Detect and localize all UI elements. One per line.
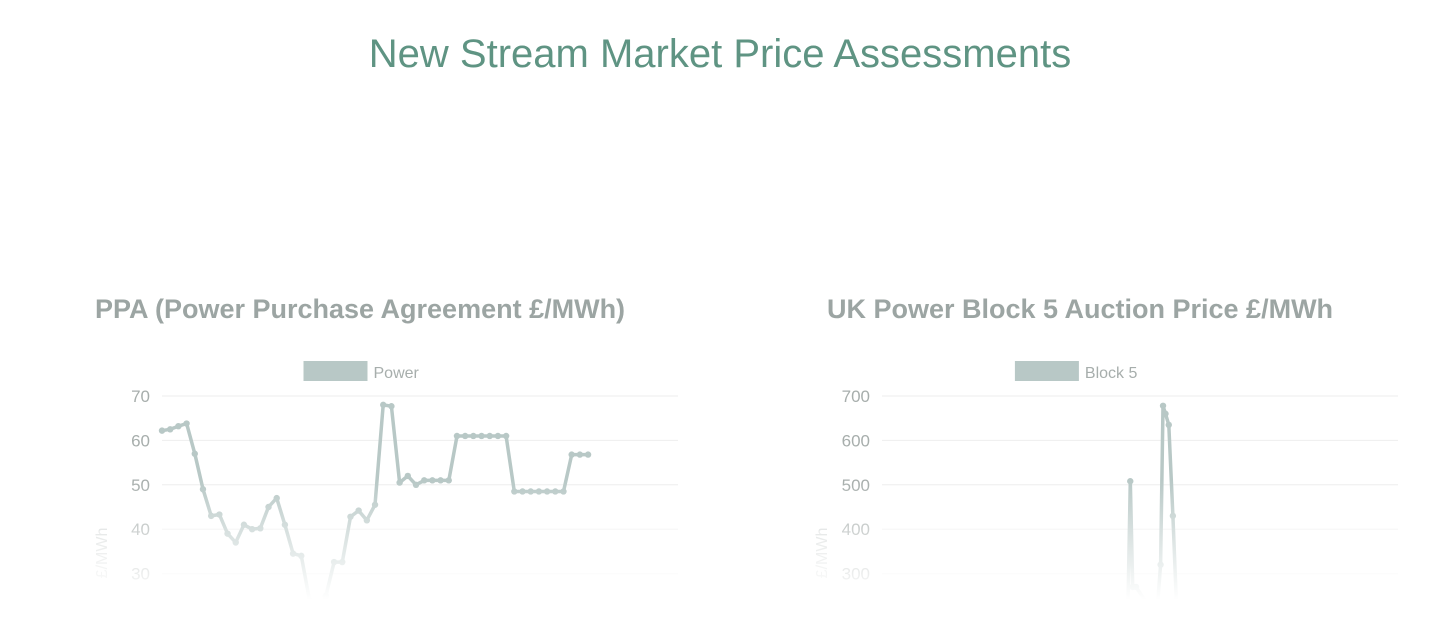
data-point [216,511,223,518]
data-point [396,479,403,486]
data-point [519,488,526,495]
data-point [306,597,313,604]
data-point [1165,421,1172,429]
data-point [478,432,485,440]
data-point [224,530,231,537]
chart-panel-block5: UK Power Block 5 Auction Price £/MWh Blo… [720,288,1440,626]
legend-label: Block 5 [1085,365,1138,382]
legend-label: Power [374,365,420,382]
data-point [437,477,444,484]
data-point [248,526,256,533]
data-point [502,432,510,440]
data-point [199,486,207,493]
data-point [183,420,190,427]
data-point [1173,614,1181,622]
chart-block5: Block 5 300 400 500 600 700 £/MWh [814,361,1398,622]
data-point [412,481,420,488]
y-tick-label: 600 [842,431,870,450]
y-tick-label: 50 [131,476,150,495]
data-point [552,488,559,495]
data-point [363,517,371,524]
data-point [166,426,174,433]
data-point [560,488,567,495]
data-point [404,472,412,480]
y-tick-label: 60 [131,431,150,450]
data-point [535,488,543,495]
data-point [289,550,297,557]
data-point [429,477,436,484]
data-point [232,539,239,546]
data-point [1157,561,1164,568]
y-tick-label: 40 [131,520,150,539]
data-point [388,403,395,410]
chart-panel-ppa: PPA (Power Purchase Agreement £/MWh) Pow… [0,288,720,626]
data-point [1169,512,1177,520]
y-tick-label: 400 [842,520,870,539]
data-point [339,558,346,566]
data-point [1159,402,1167,409]
data-point [240,521,248,528]
data-point [314,614,321,622]
page-title: New Stream Market Price Assessments [368,32,1072,76]
data-point [576,451,584,458]
legend-swatch [1014,361,1079,381]
data-point [273,494,280,502]
data-point [1162,410,1169,417]
data-point [568,451,575,458]
y-axis-label: £/MWh [94,528,111,579]
series-line-power [161,403,589,620]
y-tick-label: 700 [842,387,870,406]
data-point [322,592,330,599]
data-point [470,432,477,440]
data-point [453,432,461,440]
data-point [494,432,502,440]
data-point [511,488,518,495]
data-point [461,432,469,440]
data-point [191,450,198,457]
data-point [1127,478,1134,485]
data-point [298,552,305,560]
data-point [527,488,534,495]
data-point [420,477,428,484]
y-tick-label: 500 [842,476,870,495]
data-point [347,513,354,520]
y-tick-label: 300 [842,565,870,584]
data-point [445,477,452,484]
y-axis-label: £/MWh [814,528,831,579]
data-point [330,558,338,566]
data-point [1153,614,1160,622]
y-tick-label: 30 [131,565,150,584]
data-point [265,503,272,511]
data-point [207,512,215,520]
data-point [281,521,289,528]
chart-ppa: Power 30 40 50 60 70 £/MWh [94,361,678,622]
data-point [1132,583,1140,591]
data-point [1124,610,1132,617]
data-point [257,525,264,532]
data-point [584,451,592,458]
data-point [355,507,362,514]
legend-swatch [303,361,368,381]
data-point [380,401,387,409]
data-point [371,501,379,508]
data-point [175,422,182,430]
data-point [486,432,493,440]
data-point [543,488,551,495]
data-point [158,427,166,434]
y-tick-label: 70 [131,387,150,406]
